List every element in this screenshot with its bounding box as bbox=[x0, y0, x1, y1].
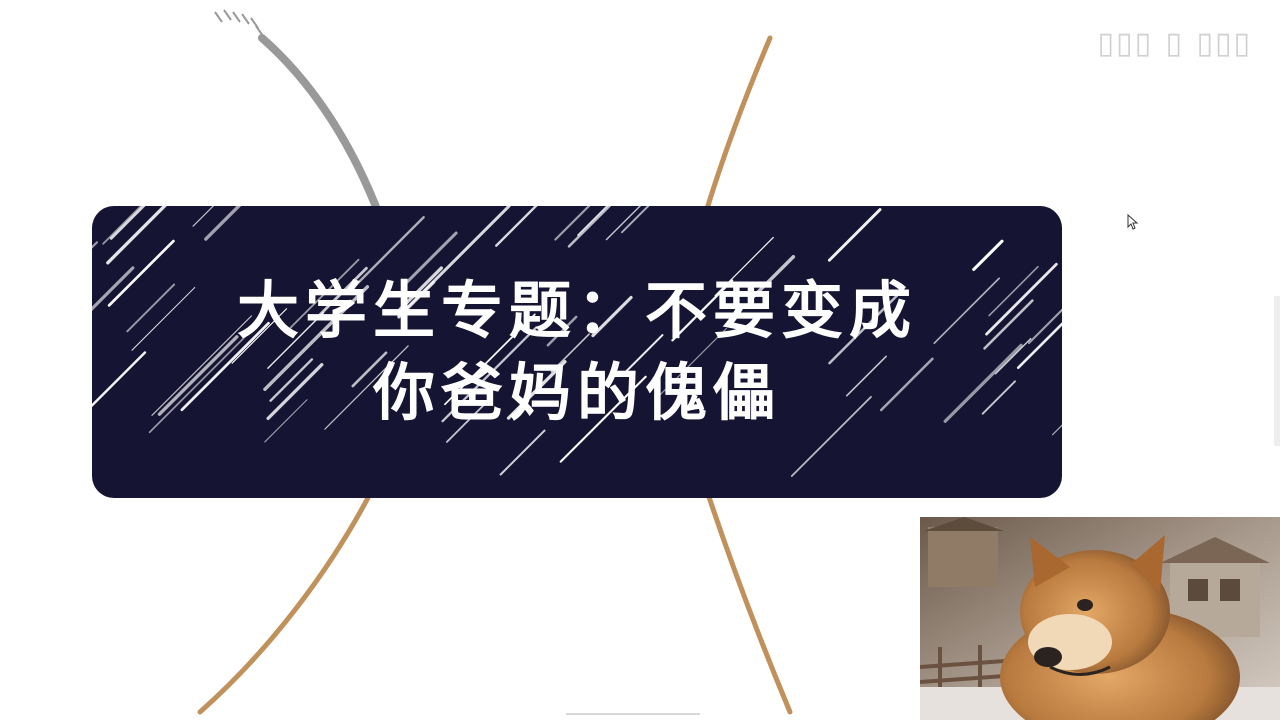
title-card: 大学生专题：不要变成 你爸妈的傀儡 bbox=[92, 206, 1062, 498]
chalk-stroke bbox=[102, 206, 143, 245]
chalk-stroke bbox=[994, 337, 1032, 375]
chalk-stroke bbox=[286, 258, 360, 332]
chalk-stroke bbox=[828, 289, 904, 365]
chalk-stroke bbox=[204, 206, 242, 241]
chalk-stroke bbox=[109, 206, 146, 240]
chalk-stroke bbox=[107, 239, 175, 307]
chalk-stroke bbox=[985, 262, 1058, 336]
chalk-stroke bbox=[550, 333, 590, 373]
chalk-stroke-pattern bbox=[92, 206, 1062, 477]
top-hatch-marks bbox=[214, 9, 264, 37]
chalk-stroke bbox=[92, 266, 135, 311]
chalk-stroke bbox=[972, 239, 1004, 272]
chalk-stroke bbox=[317, 266, 368, 318]
slide-title: 大学生专题：不要变成 你爸妈的傀儡 bbox=[92, 206, 1062, 498]
chalk-stroke bbox=[671, 279, 734, 342]
chalk-stroke bbox=[231, 308, 288, 364]
chalk-stroke bbox=[441, 326, 538, 423]
title-line-2: 你爸妈的傀儡 bbox=[372, 356, 781, 429]
chalk-stroke bbox=[269, 358, 314, 402]
chalk-stroke bbox=[623, 334, 664, 375]
chalk-stroke bbox=[263, 285, 370, 391]
chalk-stroke bbox=[126, 283, 176, 333]
chalk-stroke bbox=[506, 360, 567, 420]
chalk-stroke bbox=[879, 357, 934, 412]
chalk-stroke bbox=[192, 206, 215, 227]
chalk-stroke bbox=[933, 277, 1001, 345]
chalk-stroke bbox=[567, 206, 612, 248]
orange-arc-lower-left bbox=[197, 491, 373, 715]
chalk-stroke bbox=[445, 397, 491, 443]
orange-arc-upper bbox=[703, 35, 773, 215]
dog-webcam-icon bbox=[920, 517, 1280, 720]
chalk-stroke bbox=[267, 311, 325, 369]
chalk-stroke bbox=[351, 351, 388, 388]
chalk-stroke bbox=[988, 265, 1039, 317]
chalk-stroke bbox=[444, 313, 536, 406]
chalk-stroke bbox=[983, 299, 1034, 350]
chalk-stroke bbox=[1016, 322, 1062, 370]
chalk-stroke bbox=[577, 206, 609, 236]
chalk-stroke bbox=[157, 335, 239, 416]
chalk-stroke bbox=[981, 380, 1016, 415]
chalk-stroke bbox=[499, 429, 546, 476]
chalk-stroke bbox=[397, 206, 511, 318]
chalk-stroke bbox=[943, 343, 1023, 423]
chalk-stroke bbox=[264, 399, 308, 443]
chalk-stroke bbox=[790, 395, 872, 477]
chalk-stroke bbox=[621, 206, 650, 234]
chalk-stroke bbox=[324, 345, 409, 430]
chalk-stroke bbox=[605, 206, 642, 241]
title-line-1: 大学生专题：不要变成 bbox=[236, 274, 917, 347]
chalk-stroke bbox=[554, 206, 591, 241]
chalk-stroke bbox=[148, 328, 254, 434]
chalk-stroke bbox=[714, 236, 774, 297]
chalk-stroke bbox=[749, 254, 796, 301]
chalk-stroke bbox=[350, 216, 425, 291]
chalk-stroke bbox=[131, 286, 196, 351]
chalk-stroke bbox=[546, 315, 578, 347]
chalk-stroke bbox=[401, 231, 458, 288]
chalk-stroke bbox=[827, 208, 882, 262]
webcam-feed bbox=[920, 517, 1280, 720]
chalk-stroke bbox=[92, 351, 147, 408]
chalk-stroke bbox=[656, 327, 727, 399]
chalk-stroke bbox=[495, 206, 538, 247]
gray-arc bbox=[258, 34, 382, 216]
chalk-stroke bbox=[559, 375, 647, 463]
orange-arc-lower-right bbox=[705, 491, 793, 715]
chalk-stroke bbox=[1027, 308, 1062, 345]
mouse-cursor-icon bbox=[1127, 214, 1139, 230]
chalk-stroke bbox=[266, 363, 324, 421]
chalk-stroke bbox=[106, 206, 167, 265]
chalk-stroke bbox=[398, 266, 443, 312]
chalk-stroke bbox=[845, 355, 888, 397]
chalk-stroke bbox=[591, 295, 633, 338]
edge-scroll-strip bbox=[1274, 296, 1280, 446]
watermark-logo: ▯▯▯ ▯ ▯▯▯ bbox=[1097, 26, 1252, 61]
chalk-stroke bbox=[151, 315, 253, 416]
chalk-stroke bbox=[180, 321, 270, 412]
